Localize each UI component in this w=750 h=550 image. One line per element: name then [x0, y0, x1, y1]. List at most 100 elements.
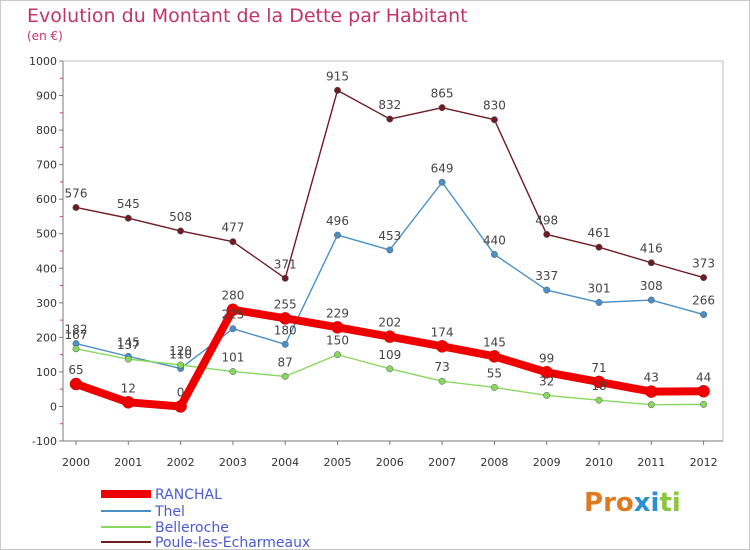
data-point — [595, 299, 603, 306]
data-label: 12 — [121, 381, 136, 395]
x-tick-label: 2011 — [637, 456, 665, 469]
data-label: 832 — [378, 98, 401, 112]
data-point — [700, 400, 708, 408]
y-tick-label: 200 — [36, 331, 57, 344]
data-point — [647, 401, 655, 409]
data-point — [488, 350, 501, 363]
data-point — [331, 321, 344, 334]
y-tick-label: 900 — [36, 90, 57, 103]
y-tick-label: 300 — [36, 297, 57, 310]
data-label: 0 — [177, 385, 185, 399]
data-point — [386, 365, 394, 373]
x-tick-label: 2002 — [167, 456, 195, 469]
data-point — [383, 330, 397, 343]
data-point — [595, 396, 603, 404]
data-label: 576 — [65, 186, 88, 200]
data-label: 99 — [539, 351, 554, 365]
data-point — [122, 396, 135, 409]
data-label: 225 — [221, 308, 244, 322]
y-tick-label: -100 — [32, 435, 57, 448]
data-point — [177, 227, 185, 235]
data-label: 266 — [692, 294, 715, 308]
data-point — [69, 377, 83, 391]
data-label: 110 — [169, 347, 192, 361]
data-point — [543, 286, 551, 294]
data-label: 167 — [65, 328, 88, 342]
data-point — [124, 355, 132, 363]
x-tick-label: 2004 — [271, 456, 299, 469]
y-tick-label: 700 — [36, 159, 57, 172]
data-label: 545 — [117, 197, 140, 211]
data-label: 71 — [591, 361, 606, 375]
data-label: 32 — [539, 374, 554, 388]
data-point — [543, 230, 551, 238]
data-point — [334, 86, 341, 94]
proxiti-logo: Proxiti — [584, 488, 681, 518]
data-point — [226, 303, 240, 316]
data-point — [124, 214, 132, 222]
data-point — [281, 274, 289, 282]
x-tick-label: 2000 — [62, 456, 90, 469]
x-tick-label: 2005 — [324, 456, 352, 469]
legend: RANCHALThelBellerochePoule-les-Echarmeau… — [101, 487, 310, 549]
data-label: 87 — [278, 355, 293, 369]
logo-letter: t — [659, 488, 672, 518]
data-point — [334, 351, 341, 359]
data-point — [438, 104, 446, 112]
data-label: 440 — [483, 233, 506, 247]
y-tick-label: 100 — [36, 366, 57, 379]
data-label: 120 — [169, 344, 192, 358]
data-point — [540, 366, 553, 379]
data-label: 43 — [644, 371, 659, 385]
data-label: 308 — [640, 279, 663, 293]
data-label: 44 — [696, 370, 711, 384]
data-point — [490, 116, 498, 124]
data-point — [647, 259, 655, 267]
data-point — [435, 340, 449, 353]
data-point — [595, 243, 603, 251]
data-point — [647, 296, 655, 304]
data-label: 649 — [431, 161, 454, 175]
data-point — [592, 375, 606, 389]
data-label: 255 — [274, 297, 297, 311]
data-label: 508 — [169, 210, 192, 224]
y-tick-label: 400 — [36, 262, 57, 275]
data-label: 453 — [378, 229, 401, 243]
data-point — [490, 384, 498, 391]
data-point — [697, 385, 710, 398]
data-label: 180 — [274, 323, 297, 337]
y-tick-label: 1000 — [29, 55, 57, 68]
data-label: 101 — [221, 351, 244, 365]
x-tick-label: 2008 — [480, 456, 508, 469]
data-label: 202 — [378, 316, 401, 330]
x-tick-label: 2010 — [585, 456, 613, 469]
data-point — [281, 340, 289, 348]
data-label: 477 — [221, 221, 244, 235]
y-tick-label: 0 — [50, 400, 57, 413]
data-point — [229, 368, 237, 376]
logo-letter: r — [603, 488, 616, 518]
data-point — [229, 238, 237, 246]
data-point — [700, 311, 708, 319]
logo-letter: i — [650, 488, 660, 518]
logo-letter: x — [633, 488, 651, 518]
chart-title: Evolution du Montant de la Dette par Hab… — [27, 5, 468, 27]
data-label: 461 — [588, 226, 611, 240]
chart-subtitle: (en €) — [27, 29, 63, 43]
data-label: 174 — [431, 325, 454, 339]
logo-letter: o — [615, 488, 634, 518]
data-point — [386, 115, 394, 123]
y-tick-label: 500 — [36, 228, 57, 241]
data-label: 371 — [274, 257, 297, 271]
y-tick-label: 800 — [36, 124, 57, 137]
data-label: 337 — [535, 269, 558, 283]
logo-letter: P — [584, 488, 604, 518]
legend-label: Belleroche — [155, 520, 229, 536]
y-tick-label: 600 — [36, 193, 57, 206]
data-label: 373 — [692, 257, 715, 271]
logo-letter: i — [671, 488, 681, 518]
x-tick-label: 2003 — [219, 456, 247, 469]
data-point — [281, 372, 289, 380]
